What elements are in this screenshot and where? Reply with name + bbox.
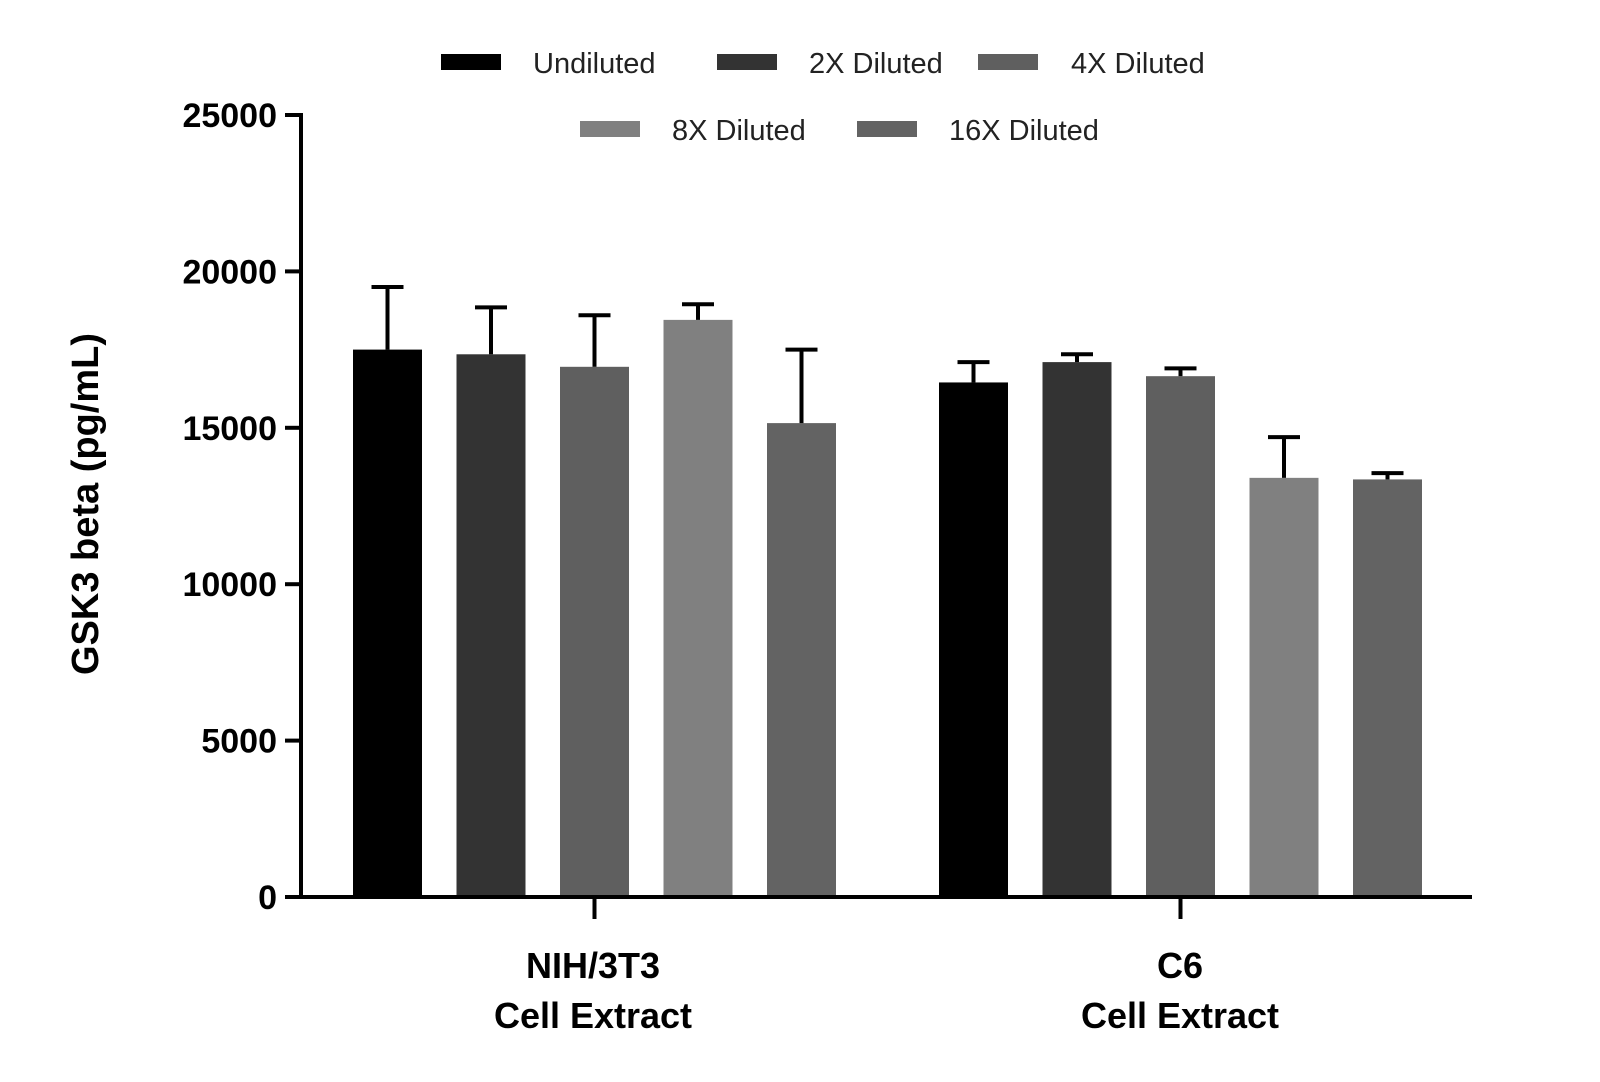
- legend-swatch: [441, 54, 501, 70]
- bar: [663, 319, 733, 897]
- category-label-line1: C6: [1157, 945, 1203, 986]
- y-tick-label: 25000: [182, 97, 277, 135]
- legend-item-8x-diluted: 8X Diluted: [580, 115, 806, 147]
- bar: [1042, 362, 1112, 897]
- category-label-c6: C6 Cell Extract: [1081, 945, 1279, 1036]
- legend-label: 2X Diluted: [809, 48, 943, 80]
- legend-item-undiluted: Undiluted: [441, 48, 656, 80]
- bar: [456, 354, 526, 897]
- bar: [353, 349, 422, 898]
- bar: [560, 366, 629, 898]
- category-label-line1: NIH/3T3: [526, 945, 660, 986]
- legend-item-16x-diluted: 16X Diluted: [857, 115, 1099, 147]
- legend-label: 8X Diluted: [672, 115, 806, 147]
- legend-label: 16X Diluted: [949, 115, 1099, 147]
- error-bars: [371, 285, 1404, 480]
- legend-label: Undiluted: [533, 48, 656, 80]
- legend-swatch: [857, 121, 917, 137]
- bar: [1146, 376, 1215, 897]
- legend-item-2x-diluted: 2X Diluted: [717, 48, 943, 80]
- bar: [939, 382, 1008, 898]
- bar: [1249, 477, 1319, 897]
- y-tick-label: 0: [258, 879, 277, 917]
- legend-swatch: [580, 121, 640, 137]
- bar: [767, 423, 836, 897]
- x-axis-ticks: [592, 897, 1183, 919]
- y-tick-label: 10000: [182, 566, 277, 604]
- legend: Undiluted 2X Diluted 4X Diluted 8X Dilut…: [441, 48, 1205, 147]
- category-label-line2: Cell Extract: [494, 995, 692, 1036]
- category-label-line2: Cell Extract: [1081, 995, 1279, 1036]
- y-axis-ticks: 0 5000 10000 15000 20000 25000: [182, 97, 301, 917]
- legend-item-4x-diluted: 4X Diluted: [978, 48, 1205, 80]
- bar: [1353, 479, 1422, 897]
- legend-label: 4X Diluted: [1071, 48, 1205, 80]
- legend-swatch: [978, 54, 1038, 70]
- legend-swatch: [717, 54, 777, 70]
- y-tick-label: 20000: [182, 253, 277, 291]
- y-axis-label: GSK3 beta (pg/mL): [65, 333, 107, 675]
- bars: [353, 319, 1422, 898]
- category-label-nih3t3: NIH/3T3 Cell Extract: [494, 945, 692, 1036]
- y-tick-label: 5000: [201, 723, 277, 761]
- y-tick-label: 15000: [182, 410, 277, 448]
